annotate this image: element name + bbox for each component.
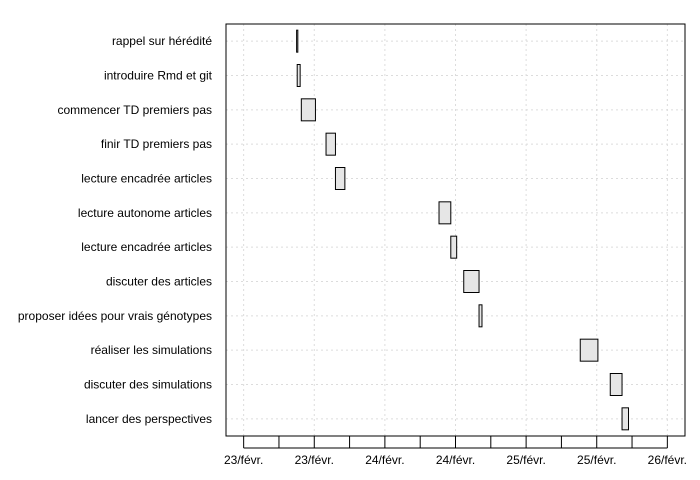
x-axis: 23/févr. 23/févr. 24/févr. 24/févr. 25/févr.…: [224, 436, 687, 467]
x-tick-label-2: 24/févr.: [365, 453, 404, 467]
task-bar-4: [334, 167, 346, 190]
task-bar-2: [300, 98, 316, 122]
task-bar-5: [438, 201, 452, 225]
task-label-3: finir TD premiers pas: [101, 137, 212, 151]
task-label-0: rappel sur hérédité: [112, 34, 212, 48]
task-bar-0: [296, 29, 299, 53]
task-bar-3: [325, 132, 336, 156]
task-label-8: proposer idées pour vrais génotypes: [18, 309, 212, 323]
task-bar-7: [463, 270, 480, 293]
bar-layer: [296, 29, 630, 431]
task-label-1: introduire Rmd et git: [104, 69, 213, 83]
task-bar-8: [478, 304, 483, 328]
task-bar-1: [296, 64, 301, 87]
task-label-2: commencer TD premiers pas: [58, 103, 213, 117]
x-tick-label-5: 25/févr.: [577, 453, 616, 467]
task-label-6: lecture encadrée articles: [81, 240, 212, 254]
task-label-10: discuter des simulations: [84, 378, 212, 392]
task-label-layer: rappel sur hérédité introduire Rmd et git…: [18, 34, 213, 426]
task-label-7: discuter des articles: [106, 275, 212, 289]
x-tick-label-6: 26/févr.: [648, 453, 687, 467]
task-label-9: réaliser les simulations: [91, 343, 212, 357]
x-tick-label-1: 23/févr.: [295, 453, 334, 467]
x-tick-label-4: 25/févr.: [506, 453, 545, 467]
task-bar-9: [579, 338, 599, 362]
task-bar-10: [609, 373, 623, 396]
task-bar-6: [450, 235, 458, 259]
task-label-4: lecture encadrée articles: [81, 172, 212, 186]
x-tick-label-3: 24/févr.: [436, 453, 475, 467]
task-label-5: lecture autonome articles: [78, 206, 212, 220]
x-tick-label-0: 23/févr.: [224, 453, 263, 467]
task-label-11: lancer des perspectives: [86, 412, 212, 426]
task-bar-11: [621, 407, 630, 431]
